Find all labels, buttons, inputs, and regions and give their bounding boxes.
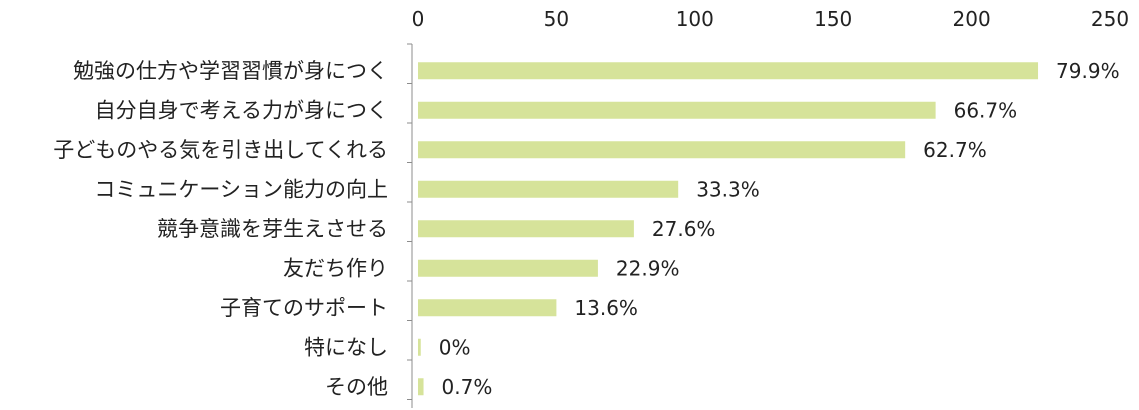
category-label: 勉強の仕方や学習習慣が身につく — [73, 59, 388, 83]
category-label: 友だち作り — [283, 256, 388, 280]
x-tick-label: 0 — [412, 7, 425, 31]
data-label: 27.6% — [652, 217, 716, 241]
x-tick-label: 50 — [544, 7, 569, 31]
bar — [418, 299, 557, 317]
category-label: 競争意識を芽生えさせる — [157, 217, 388, 241]
label-layer: 0 50 100 150 200 250 勉強の仕方や学習習慣が身につく 79.9% 自分自身で… — [53, 7, 1129, 399]
bar — [418, 180, 679, 198]
category-label: 子育てのサポート — [220, 296, 388, 320]
bar — [418, 378, 424, 396]
data-label: 0.7% — [442, 375, 493, 399]
axis-layer — [407, 43, 413, 408]
data-label: 79.9% — [1056, 59, 1120, 83]
category-label: 子どものやる気を引き出してくれる — [53, 138, 388, 162]
bar — [418, 62, 1039, 80]
category-label: 自分自身で考える力が身につく — [95, 98, 388, 122]
bar — [418, 259, 598, 277]
bar-layer — [418, 62, 1039, 396]
x-tick-label: 250 — [1091, 7, 1129, 31]
data-label: 13.6% — [574, 296, 638, 320]
data-label: 33.3% — [696, 177, 760, 201]
bar — [418, 338, 421, 356]
category-label: 特になし — [304, 335, 388, 359]
data-label: 66.7% — [954, 98, 1018, 122]
data-label: 0% — [439, 335, 471, 359]
bar — [418, 141, 906, 159]
x-tick-label: 100 — [676, 7, 714, 31]
data-label: 62.7% — [923, 138, 987, 162]
category-label: その他 — [325, 375, 388, 399]
bar — [418, 101, 936, 119]
x-tick-label: 200 — [953, 7, 991, 31]
bar — [418, 220, 634, 238]
data-label: 22.9% — [616, 256, 680, 280]
x-tick-label: 150 — [814, 7, 852, 31]
category-label: コミュニケーション能力の向上 — [94, 177, 388, 201]
